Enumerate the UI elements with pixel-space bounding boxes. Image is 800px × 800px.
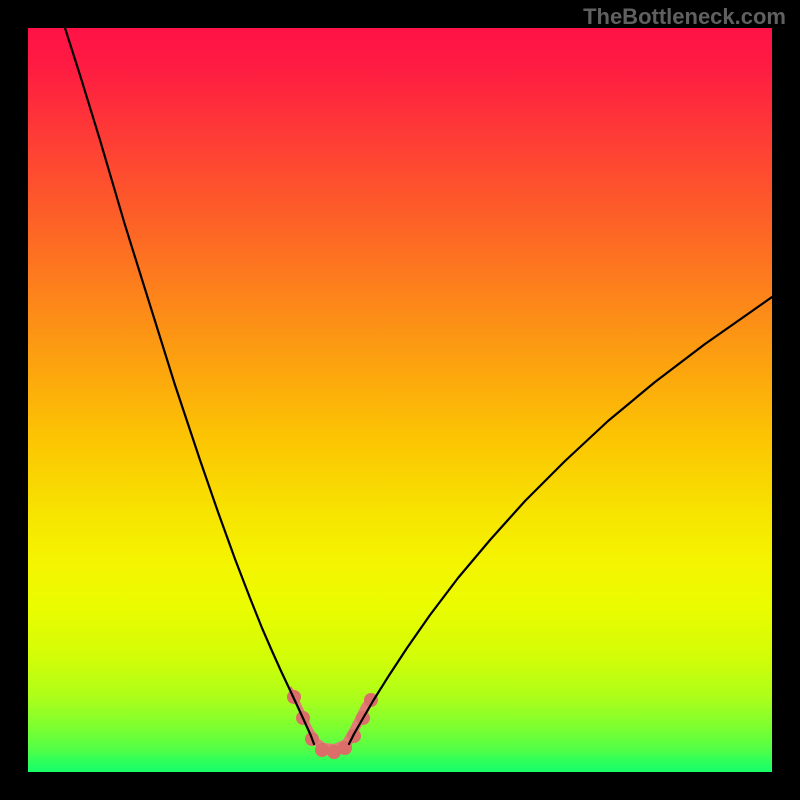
plot-area <box>28 28 772 772</box>
bottleneck-chart <box>0 0 800 800</box>
watermark-text: TheBottleneck.com <box>583 4 786 30</box>
valley-bead <box>315 743 329 757</box>
stage: TheBottleneck.com <box>0 0 800 800</box>
